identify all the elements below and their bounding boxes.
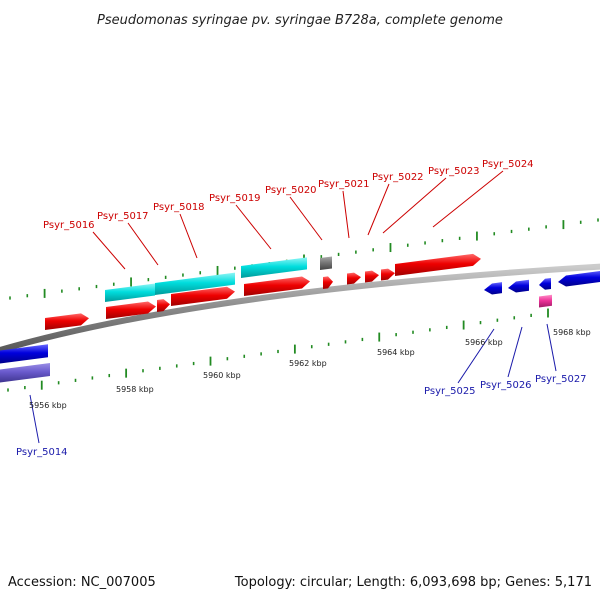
leader-line bbox=[367, 183, 390, 236]
gene-label-psyr-5023[interactable]: Psyr_5023 bbox=[428, 166, 480, 177]
gene-label-psyr-5027[interactable]: Psyr_5027 bbox=[535, 374, 587, 385]
gene-feature[interactable] bbox=[105, 283, 155, 303]
gene-label-psyr-5017[interactable]: Psyr_5017 bbox=[97, 211, 149, 222]
gene-feature[interactable] bbox=[323, 276, 333, 289]
scale-label: 5966 kbp bbox=[465, 338, 503, 347]
leader-line bbox=[235, 204, 272, 250]
leader-line bbox=[432, 170, 504, 228]
leader-line bbox=[457, 328, 495, 384]
gene-feature[interactable] bbox=[508, 279, 529, 293]
gene-feature[interactable] bbox=[320, 256, 332, 270]
leader-line bbox=[127, 222, 159, 266]
accession-text: Accession: NC_007005 bbox=[8, 575, 156, 590]
gene-feature[interactable] bbox=[381, 268, 395, 281]
gene-label-psyr-5014[interactable]: Psyr_5014 bbox=[16, 447, 68, 458]
scale-label: 5964 kbp bbox=[377, 348, 415, 357]
gene-feature[interactable] bbox=[539, 277, 551, 290]
gene-feature[interactable] bbox=[395, 253, 481, 276]
gene-feature[interactable] bbox=[347, 272, 361, 285]
gene-label-psyr-5020[interactable]: Psyr_5020 bbox=[265, 185, 317, 196]
scale-labels: 5956 kbp 5958 kbp 5960 kbp 5962 kbp 5964… bbox=[29, 328, 591, 410]
scale-label: 5962 kbp bbox=[289, 359, 327, 368]
genome-backbone bbox=[0, 263, 600, 354]
gene-label-psyr-5018[interactable]: Psyr_5018 bbox=[153, 202, 205, 213]
scale-label: 5968 kbp bbox=[553, 328, 591, 337]
gene-feature[interactable] bbox=[539, 294, 552, 308]
genome-summary-text: Topology: circular; Length: 6,093,698 bp… bbox=[234, 575, 592, 590]
lower-tick-track bbox=[7, 308, 549, 392]
reverse-gene-labels: Psyr_5014 Psyr_5025 Psyr_5026 Psyr_5027 bbox=[16, 374, 587, 458]
leader-line bbox=[382, 177, 447, 234]
gene-label-psyr-5016[interactable]: Psyr_5016 bbox=[43, 220, 95, 231]
gene-feature[interactable] bbox=[484, 282, 502, 295]
scale-label: 5958 kbp bbox=[116, 385, 154, 394]
gene-label-psyr-5024[interactable]: Psyr_5024 bbox=[482, 159, 534, 170]
map-title: Pseudomonas syringae pv. syringae B728a,… bbox=[97, 13, 503, 28]
leader-line bbox=[507, 326, 523, 378]
leader-line bbox=[92, 231, 126, 270]
label-leader-lines bbox=[29, 170, 557, 444]
gene-feature[interactable] bbox=[106, 301, 156, 319]
gene-feature[interactable] bbox=[45, 313, 89, 330]
leader-line bbox=[342, 190, 350, 239]
gene-label-psyr-5025[interactable]: Psyr_5025 bbox=[424, 386, 476, 397]
feature-track bbox=[0, 253, 600, 383]
leader-line bbox=[546, 323, 557, 372]
leader-line bbox=[29, 394, 40, 444]
forward-gene-labels: Psyr_5016 Psyr_5017 Psyr_5018 Psyr_5019 … bbox=[43, 159, 534, 231]
gene-feature[interactable] bbox=[558, 270, 600, 287]
gene-feature[interactable] bbox=[365, 270, 379, 283]
scale-label: 5960 kbp bbox=[203, 371, 241, 380]
leader-line bbox=[289, 196, 323, 241]
gene-label-psyr-5026[interactable]: Psyr_5026 bbox=[480, 380, 532, 391]
gene-feature[interactable] bbox=[241, 257, 307, 278]
gene-feature[interactable] bbox=[171, 286, 235, 306]
gene-label-psyr-5022[interactable]: Psyr_5022 bbox=[372, 172, 424, 183]
leader-line bbox=[179, 213, 198, 259]
gene-feature[interactable] bbox=[244, 276, 310, 296]
gene-feature[interactable] bbox=[157, 299, 170, 312]
gene-label-psyr-5019[interactable]: Psyr_5019 bbox=[209, 193, 261, 204]
scale-label: 5956 kbp bbox=[29, 401, 67, 410]
gene-feature[interactable] bbox=[0, 363, 50, 383]
gene-feature[interactable] bbox=[0, 344, 48, 364]
gene-feature[interactable] bbox=[155, 272, 235, 295]
gene-label-psyr-5021[interactable]: Psyr_5021 bbox=[318, 179, 370, 190]
